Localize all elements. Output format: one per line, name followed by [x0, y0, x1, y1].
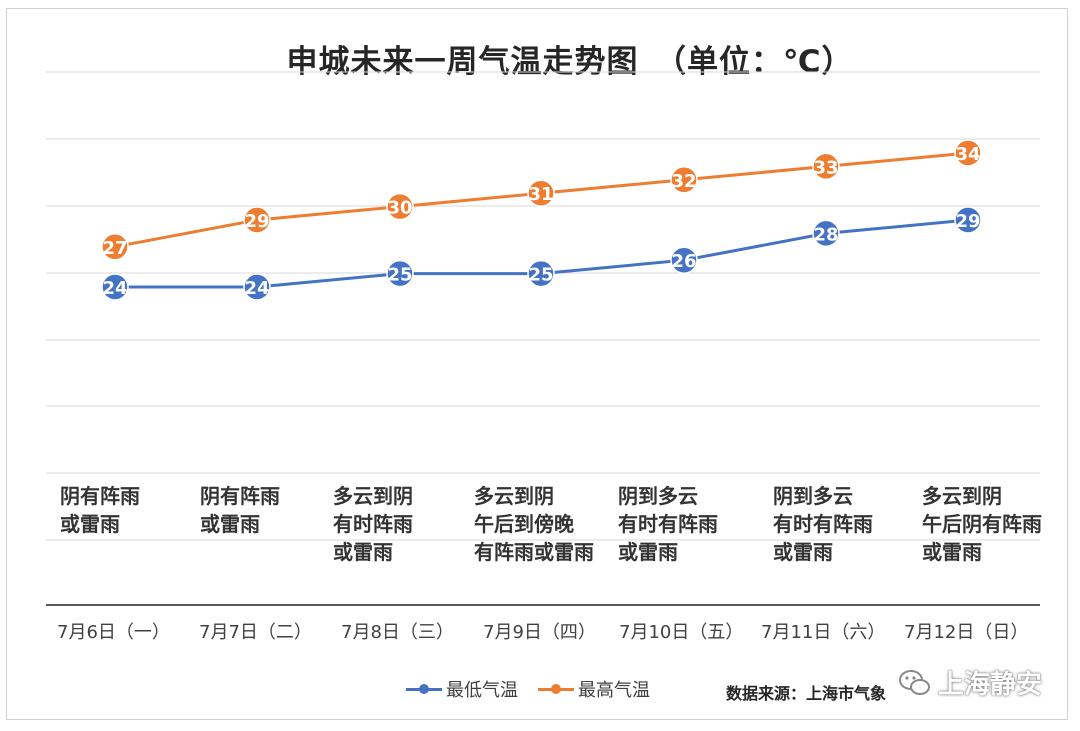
data-point-high — [386, 192, 414, 221]
data-point-low — [812, 219, 840, 248]
legend: 最低气温 最高气温 — [406, 676, 664, 702]
data-label-low: 24 — [102, 278, 127, 299]
legend-swatch-high — [538, 682, 574, 696]
data-label-low: 28 — [813, 224, 838, 245]
data-source: 数据来源：上海市气象 — [726, 684, 887, 703]
weather-desc-day3: 多云到阴 有时阵雨 或雷雨 — [333, 484, 413, 564]
x-tick-label: 7月6日（一） — [57, 622, 170, 643]
wechat-icon — [899, 669, 930, 695]
legend-swatch-low — [406, 682, 442, 696]
x-tick-label: 7月7日（二） — [199, 622, 312, 643]
data-point-low — [670, 246, 698, 274]
data-label-high: 31 — [528, 184, 553, 205]
weather-desc-day6: 阴到多云 有时有阵雨 或雷雨 — [773, 484, 873, 564]
x-tick-label: 7月10日（五） — [619, 622, 744, 643]
chart-title: 申城未来一周气温走势图 （单位：℃） — [286, 44, 854, 80]
data-label-high: 27 — [102, 238, 127, 259]
legend-item-low: 最低气温 — [406, 676, 518, 702]
watermark-text: 上海静安 — [938, 670, 1043, 700]
legend-item-high: 最高气温 — [538, 676, 650, 702]
data-point-high — [101, 233, 129, 261]
data-label-low: 29 — [955, 211, 980, 232]
weather-desc-day1: 阴有阵雨 或雷雨 — [60, 484, 140, 536]
data-label-low: 24 — [244, 278, 269, 299]
x-tick-label: 7月8日（三） — [341, 622, 454, 643]
x-tick-label: 7月12日（日） — [904, 622, 1029, 643]
weather-desc-day2: 阴有阵雨 或雷雨 — [200, 484, 280, 536]
x-tick-label: 7月9日（四） — [483, 622, 596, 643]
x-tick-label: 7月11日（六） — [761, 622, 886, 643]
weather-desc-day5: 阴到多云 有时有阵雨 或雷雨 — [618, 484, 718, 564]
data-label-high: 32 — [671, 171, 696, 192]
data-label-low: 25 — [528, 265, 553, 286]
chart-frame — [6, 8, 1068, 720]
data-point-low — [954, 206, 982, 234]
data-point-high — [243, 206, 271, 234]
legend-label-high: 最高气温 — [578, 680, 650, 701]
data-point-low — [527, 259, 555, 288]
data-point-high — [954, 139, 982, 167]
data-point-low — [243, 273, 271, 301]
data-label-high: 34 — [955, 144, 980, 165]
data-point-high — [527, 179, 555, 207]
data-label-low: 25 — [387, 265, 412, 286]
data-label-high: 33 — [813, 157, 838, 178]
legend-label-low: 最低气温 — [446, 680, 518, 701]
data-label-low: 26 — [671, 251, 696, 272]
data-point-low — [101, 273, 129, 301]
weather-desc-day4: 多云到阴 午后到傍晚 有阵雨或雷雨 — [474, 484, 594, 564]
weather-desc-day7: 多云到阴 午后阴有阵雨 或雷雨 — [922, 484, 1042, 564]
data-point-high — [812, 152, 840, 181]
watermark: 上海静安 — [898, 664, 1042, 701]
data-point-low — [386, 259, 414, 288]
data-point-high — [670, 166, 698, 194]
data-label-high: 29 — [244, 211, 269, 232]
data-label-high: 30 — [387, 198, 412, 219]
